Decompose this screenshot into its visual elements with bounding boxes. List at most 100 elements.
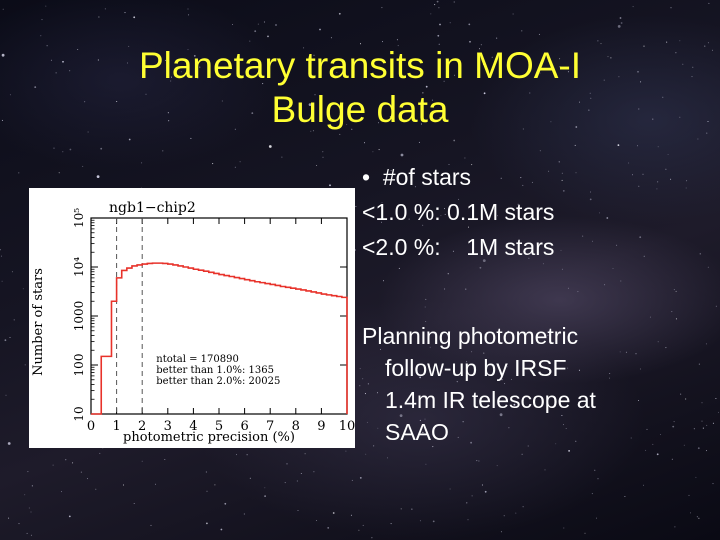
star-dot <box>712 49 713 51</box>
star-dot <box>520 177 522 179</box>
star-dot <box>680 393 682 395</box>
star-dot <box>133 503 135 504</box>
star-dot <box>358 529 360 531</box>
star-dot <box>470 441 472 444</box>
star-dot <box>411 508 413 510</box>
star-dot <box>718 411 719 413</box>
star-dot <box>170 80 172 82</box>
star-dot <box>206 490 208 492</box>
star-dot <box>171 76 172 78</box>
star-dot <box>538 33 540 35</box>
star-dot <box>7 442 11 445</box>
star-dot <box>45 5 47 7</box>
star-dot <box>657 341 659 343</box>
star-dot <box>381 7 383 9</box>
star-dot <box>322 156 324 158</box>
star-dot <box>609 377 610 379</box>
star-dot <box>612 268 614 269</box>
star-dot <box>578 369 580 371</box>
star-dot <box>515 512 517 514</box>
star-dot <box>339 113 341 115</box>
star-dot <box>24 364 26 366</box>
star-dot <box>665 168 667 170</box>
star-dot <box>398 241 400 243</box>
star-dot <box>539 150 541 152</box>
star-dot <box>589 198 592 201</box>
star-dot <box>313 471 315 473</box>
precision-histogram-panel: ngb1−chip2 Number of stars photometric p… <box>29 188 355 448</box>
star-dot <box>497 215 498 217</box>
star-dot <box>630 437 632 439</box>
star-dot <box>438 43 440 45</box>
star-dot <box>560 249 562 251</box>
star-dot <box>257 23 259 25</box>
star-dot <box>454 74 455 76</box>
star-dot <box>444 288 446 290</box>
star-dot <box>657 181 659 183</box>
star-dot <box>582 235 584 237</box>
x-tick-label: 10 <box>339 419 355 434</box>
star-dot <box>701 420 703 422</box>
star-dot <box>458 198 460 200</box>
star-dot <box>466 502 468 504</box>
star-dot <box>162 150 164 152</box>
star-dot <box>389 116 392 118</box>
star-dot <box>251 112 254 114</box>
star-dot <box>665 347 667 349</box>
star-dot <box>249 477 251 479</box>
star-dot <box>685 398 687 400</box>
star-dot <box>30 534 32 536</box>
star-dot <box>464 157 466 159</box>
star-dot <box>671 311 673 313</box>
star-dot <box>197 77 199 79</box>
star-dot <box>116 101 118 102</box>
star-dot <box>52 464 54 466</box>
star-dot <box>698 363 700 365</box>
star-dot <box>186 66 188 68</box>
chart-title: ngb1−chip2 <box>109 200 196 216</box>
star-dot <box>584 532 586 534</box>
star-dot <box>0 249 1 251</box>
star-dot <box>276 58 278 60</box>
star-dot <box>164 459 166 460</box>
star-dot <box>480 44 482 46</box>
star-dot <box>330 37 332 39</box>
star-dot <box>645 449 647 451</box>
star-dot <box>457 436 459 438</box>
star-dot <box>701 402 703 404</box>
star-dot <box>381 221 382 223</box>
star-dot <box>638 185 640 187</box>
star-dot <box>99 452 101 454</box>
star-dot <box>22 288 24 290</box>
star-dot <box>685 187 687 189</box>
star-dot <box>704 45 706 47</box>
star-dot <box>500 177 502 179</box>
star-dot <box>620 22 623 24</box>
star-dot <box>548 60 550 62</box>
star-dot <box>635 353 637 355</box>
star-dot <box>316 520 317 521</box>
star-dot <box>9 94 11 96</box>
star-dot <box>362 378 364 380</box>
star-dot <box>34 86 37 88</box>
star-dot <box>351 128 353 130</box>
star-dot <box>431 99 433 101</box>
star-dot <box>561 268 563 270</box>
star-dot <box>705 343 707 345</box>
star-dot <box>707 266 709 268</box>
star-dot <box>691 76 693 78</box>
star-dot <box>18 523 20 525</box>
star-dot <box>491 56 493 58</box>
star-dot <box>77 49 79 50</box>
star-dot <box>616 244 618 246</box>
star-dot <box>346 124 348 126</box>
star-dot <box>327 527 330 529</box>
star-dot <box>453 1 455 3</box>
star-dot <box>437 34 440 37</box>
star-dot <box>528 257 530 259</box>
star-dot <box>521 30 523 32</box>
star-dot <box>400 508 402 510</box>
star-dot <box>365 453 367 455</box>
star-dot <box>666 41 668 43</box>
star-dot <box>447 273 449 275</box>
